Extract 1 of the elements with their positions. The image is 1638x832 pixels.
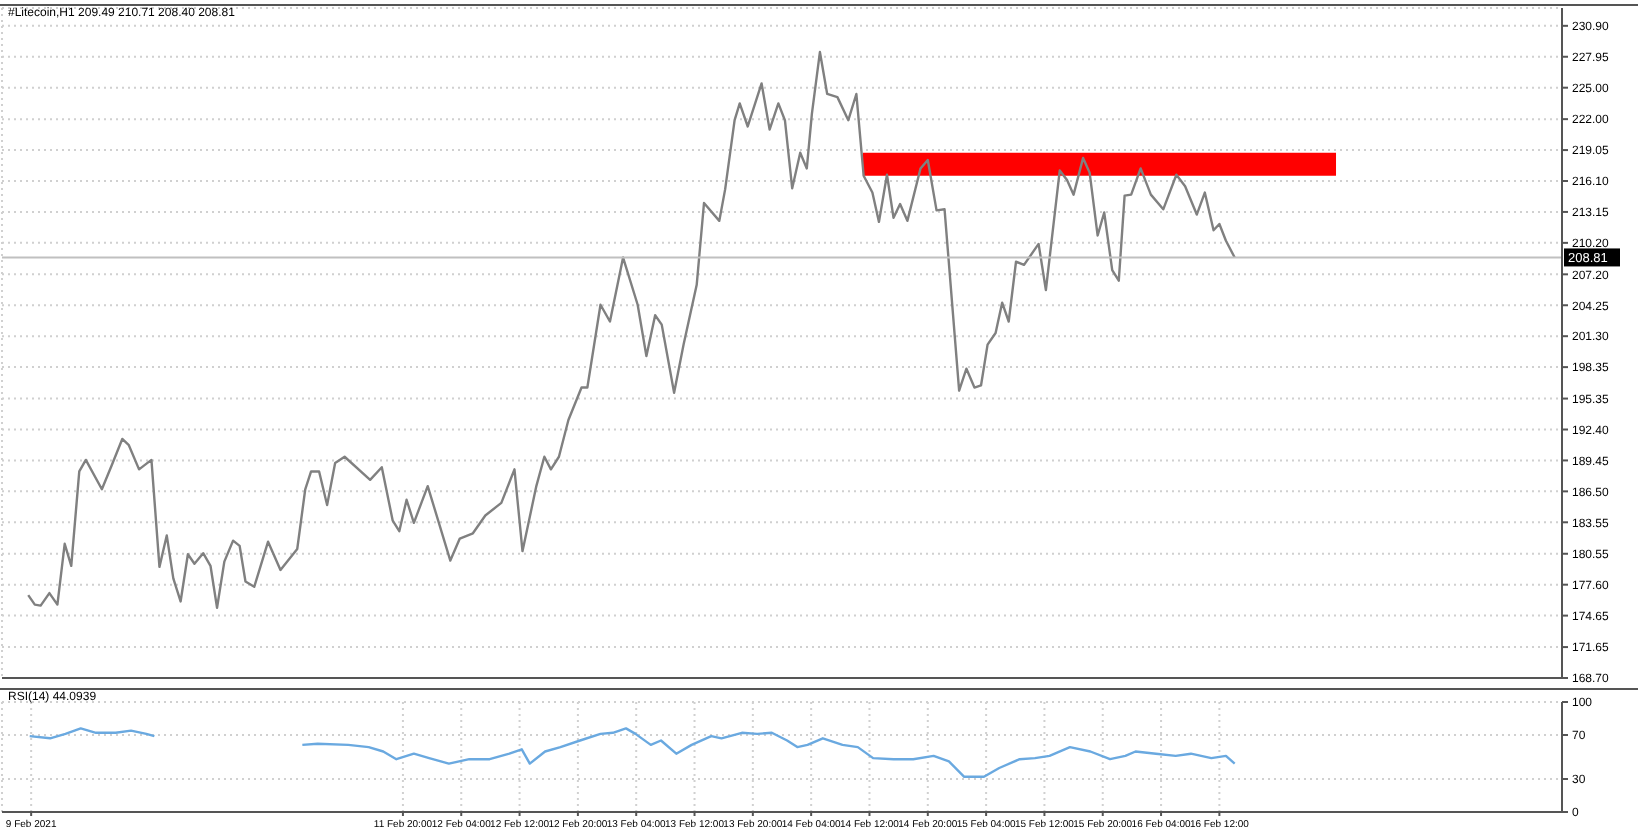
line-series xyxy=(27,50,1236,609)
